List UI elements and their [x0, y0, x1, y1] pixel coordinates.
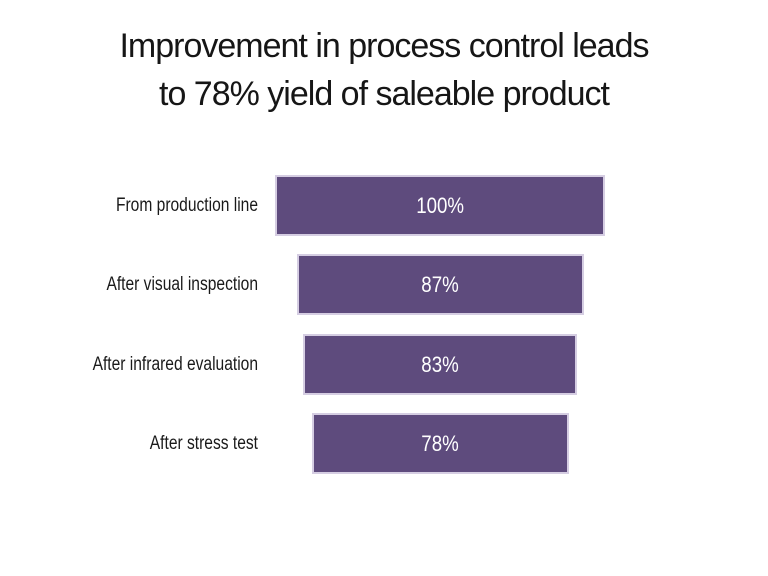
chart-title: Improvement in process control leads to … — [0, 22, 768, 118]
data-label: 78% — [421, 430, 460, 456]
data-label: 100% — [416, 192, 464, 218]
funnel-bar: 87% — [297, 254, 584, 315]
funnel-bar: 78% — [312, 413, 569, 474]
category-label: After visual inspection — [106, 273, 258, 295]
chart-title-line2: to 78% yield of saleable product — [159, 75, 610, 113]
data-label: 87% — [421, 271, 460, 297]
data-label: 83% — [421, 351, 459, 377]
category-label: From production line — [115, 194, 258, 216]
funnel-bar: 83% — [303, 334, 577, 395]
category-label: After stress test — [149, 432, 258, 454]
chart-title-line1: Improvement in process control leads — [119, 27, 649, 65]
category-label: After infrared evaluation — [92, 353, 258, 375]
funnel-bar: 100% — [275, 175, 605, 236]
